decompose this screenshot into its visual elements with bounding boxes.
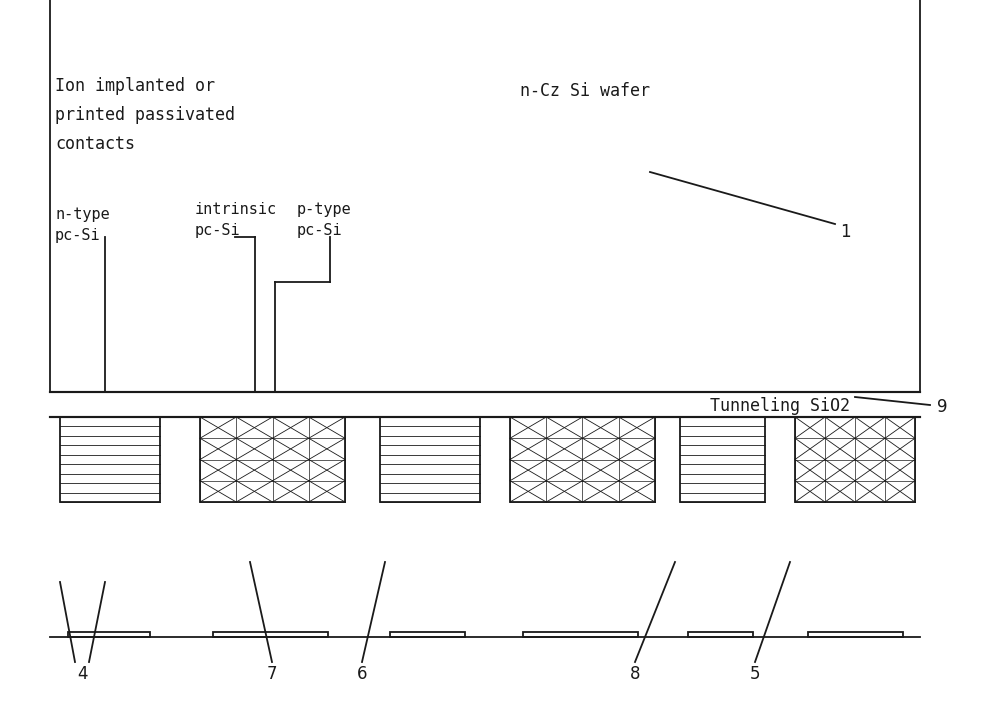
- Text: p-type
pc-Si: p-type pc-Si: [297, 202, 352, 238]
- Text: 5: 5: [750, 665, 760, 683]
- Text: intrinsic
pc-Si: intrinsic pc-Si: [195, 202, 277, 238]
- Text: 9: 9: [937, 398, 947, 416]
- Bar: [510, 417, 655, 502]
- Text: n-Cz Si wafer: n-Cz Si wafer: [520, 82, 650, 100]
- Text: Ion implanted or
printed passivated
contacts: Ion implanted or printed passivated cont…: [55, 77, 235, 153]
- Bar: [213, 632, 328, 637]
- Text: 4: 4: [77, 665, 87, 683]
- Bar: [50, 0, 920, 392]
- Text: Tunneling SiO2: Tunneling SiO2: [710, 397, 850, 415]
- Bar: [390, 632, 465, 637]
- Bar: [68, 632, 150, 637]
- Text: 1: 1: [840, 223, 850, 241]
- Bar: [808, 632, 903, 637]
- Text: 6: 6: [357, 665, 367, 683]
- Bar: [523, 632, 638, 637]
- Bar: [380, 417, 480, 502]
- Bar: [688, 632, 753, 637]
- Bar: [795, 417, 915, 502]
- Bar: [200, 417, 345, 502]
- Text: 8: 8: [630, 665, 640, 683]
- Text: 7: 7: [267, 665, 277, 683]
- Text: n-type
pc-Si: n-type pc-Si: [55, 207, 110, 243]
- Bar: [60, 417, 160, 502]
- Bar: [680, 417, 765, 502]
